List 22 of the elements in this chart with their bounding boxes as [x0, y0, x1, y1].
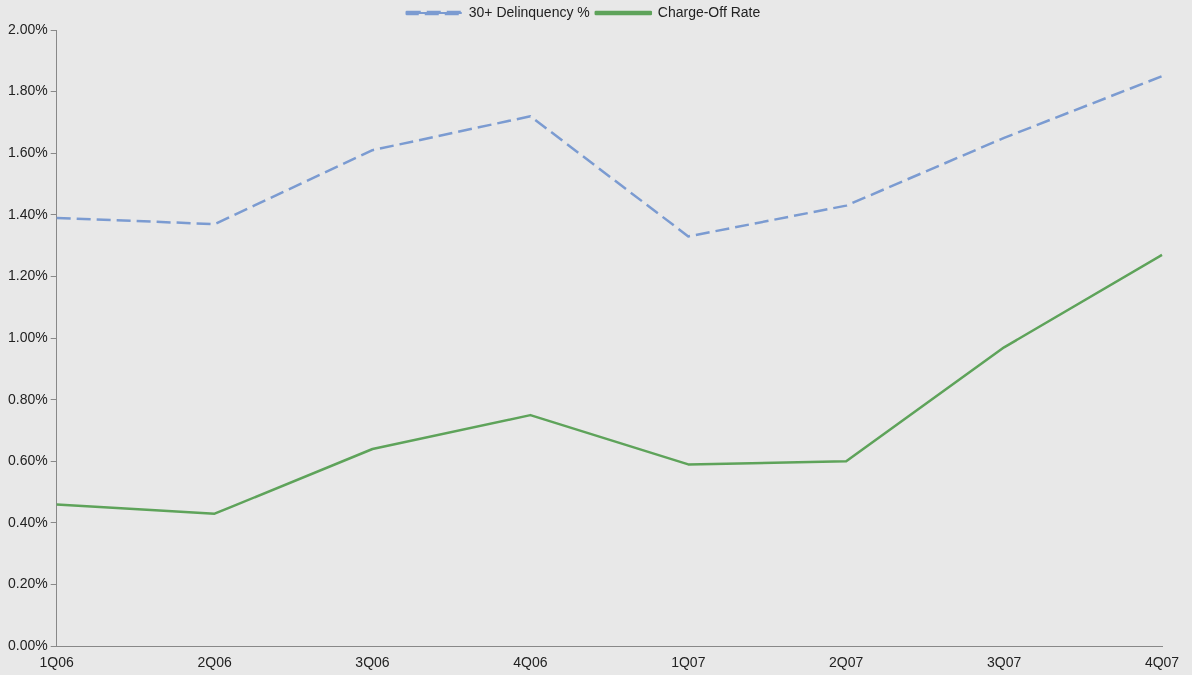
y-tick-label: 2.00%	[7, 20, 48, 37]
y-tick-label: 1.60%	[7, 144, 48, 161]
y-tick-label: 1.80%	[7, 82, 48, 99]
x-tick-label: 4Q07	[1144, 654, 1180, 671]
y-tick-label: 0.20%	[7, 575, 48, 592]
x-tick-label: 2Q06	[197, 654, 232, 671]
legend-label: Charge-Off Rate	[657, 3, 761, 20]
y-tick-label: 0.60%	[7, 452, 48, 469]
y-tick-label: 0.80%	[7, 390, 48, 407]
y-tick-label: 1.00%	[7, 328, 48, 345]
x-tick-label: 4Q06	[513, 654, 548, 671]
legend-label: 30+ Delinquency %	[468, 3, 590, 20]
x-tick-label: 1Q06	[39, 654, 75, 671]
y-tick-label: 0.40%	[7, 513, 48, 530]
x-tick-label: 2Q07	[829, 654, 864, 671]
y-tick-label: 0.00%	[7, 637, 48, 654]
x-tick-label: 3Q07	[986, 654, 1022, 671]
x-tick-label: 1Q07	[671, 654, 706, 671]
line-series	[55, 74, 1164, 238]
y-tick-label: 1.40%	[7, 205, 48, 222]
y-tick-label: 1.20%	[7, 267, 48, 284]
x-tick-label: 3Q06	[355, 654, 390, 671]
